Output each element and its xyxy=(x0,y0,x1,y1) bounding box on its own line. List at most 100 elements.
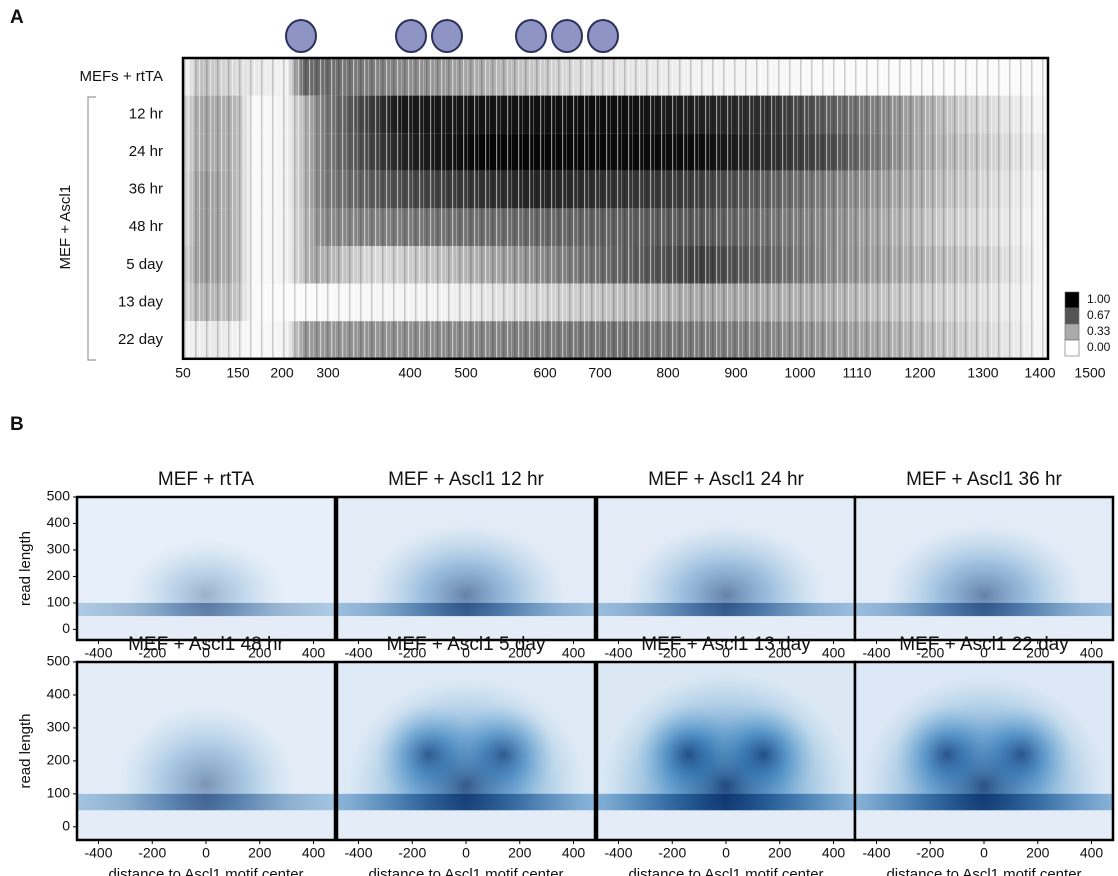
density-band xyxy=(337,602,595,617)
y-tick-label: 100 xyxy=(47,785,71,801)
x-tick-label: 1110 xyxy=(842,365,871,381)
subplot-title: MEF + Ascl1 24 hr xyxy=(648,469,804,490)
density-band xyxy=(855,602,1113,617)
colorbar-swatch xyxy=(1064,323,1080,341)
density-lobe xyxy=(712,704,816,805)
y-tick-label: 400 xyxy=(47,514,71,530)
x-tick-label: 200 xyxy=(768,645,792,661)
x-tick-label: 200 xyxy=(270,365,294,381)
x-tick-label: 0 xyxy=(462,845,470,861)
colorbar-swatch xyxy=(1064,291,1080,309)
y-tick-label: 100 xyxy=(47,594,71,610)
panel-label: A xyxy=(10,7,24,28)
x-tick-label: -400 xyxy=(344,845,372,861)
density-plot xyxy=(337,497,595,640)
x-tick-label: 50 xyxy=(175,365,191,381)
x-tick-label: 0 xyxy=(462,645,470,661)
x-tick-label: -200 xyxy=(916,845,944,861)
heatmap-frame xyxy=(181,56,1050,361)
x-tick-label: 400 xyxy=(1080,645,1104,661)
x-tick-label: -400 xyxy=(84,645,112,661)
density-plot xyxy=(597,662,855,840)
density-lobe xyxy=(970,704,1074,805)
density-floor xyxy=(597,810,855,840)
heatmap-texture xyxy=(183,58,1048,96)
x-tick-label: -200 xyxy=(398,645,426,661)
density-band xyxy=(337,793,595,811)
heatmap-texture xyxy=(183,133,1048,171)
y-tick-label: 0 xyxy=(62,620,70,636)
x-tick-label: 200 xyxy=(508,645,532,661)
x-tick-label: -200 xyxy=(398,845,426,861)
x-tick-label: -200 xyxy=(658,845,686,861)
x-tick-label: -400 xyxy=(344,645,372,661)
x-tick-label: 600 xyxy=(533,365,557,381)
subplot-title: MEF + Ascl1 48 hr xyxy=(128,634,284,655)
y-axis-label: read length xyxy=(17,713,34,788)
colorbar-label: 0.33 xyxy=(1087,324,1111,338)
row-label: 22 day xyxy=(118,331,164,348)
row-label: 48 hr xyxy=(129,218,163,235)
subplot-title: MEF + Ascl1 5 day xyxy=(387,634,546,655)
x-axis-label: distance to Ascl1 motif center xyxy=(368,866,563,876)
y-tick-label: 300 xyxy=(47,719,71,735)
density-plot xyxy=(77,497,335,640)
density-plot xyxy=(855,662,1113,840)
density-floor xyxy=(337,616,595,640)
density-band xyxy=(77,602,335,617)
x-tick-label: -400 xyxy=(84,845,112,861)
nucleosome-icons xyxy=(285,19,619,53)
subplot-title: MEF + Ascl1 12 hr xyxy=(388,469,544,490)
density-lobe xyxy=(636,704,740,805)
x-tick-label: 0 xyxy=(202,845,210,861)
x-tick-label: 300 xyxy=(316,365,340,381)
density-plot xyxy=(77,662,335,840)
heatmap-texture xyxy=(183,246,1048,284)
density-floor xyxy=(597,616,855,640)
row-label: 24 hr xyxy=(129,143,163,160)
x-tick-label: -200 xyxy=(916,645,944,661)
density-plot xyxy=(855,497,1113,640)
density-floor xyxy=(337,810,595,840)
x-tick-label: 400 xyxy=(1080,845,1104,861)
x-tick-label: 400 xyxy=(398,365,422,381)
colorbar-label: 0.67 xyxy=(1087,308,1111,322)
subplot-title: MEF + rtTA xyxy=(158,469,255,490)
x-tick-label: 800 xyxy=(656,365,680,381)
y-axis-label: read length xyxy=(17,531,34,606)
x-tick-label: 400 xyxy=(562,845,586,861)
x-tick-label: 200 xyxy=(1026,645,1050,661)
x-tick-label: -200 xyxy=(658,645,686,661)
x-tick-label: 200 xyxy=(248,845,272,861)
x-tick-label: 400 xyxy=(302,845,326,861)
row-label: 36 hr xyxy=(129,181,163,198)
density-band xyxy=(855,793,1113,811)
row-label: 5 day xyxy=(126,256,163,273)
x-axis-label: distance to Ascl1 motif center xyxy=(886,866,1081,876)
x-tick-label: 200 xyxy=(1026,845,1050,861)
subplot-title: MEF + Ascl1 36 hr xyxy=(906,469,1062,490)
x-tick-label: 150 xyxy=(226,365,250,381)
density-plot xyxy=(337,662,595,840)
x-tick-label: 0 xyxy=(722,845,730,861)
heatmap-texture xyxy=(183,283,1048,322)
x-tick-label: 0 xyxy=(980,645,988,661)
colorbar-swatch xyxy=(1064,339,1080,357)
density-band xyxy=(597,602,855,617)
y-tick-label: 500 xyxy=(47,488,71,504)
density-floor xyxy=(77,616,335,640)
density-lobe xyxy=(376,704,480,805)
colorbar-label: 1.00 xyxy=(1087,292,1111,306)
colorbar-swatch xyxy=(1064,307,1080,325)
x-tick-label: 200 xyxy=(768,845,792,861)
density-band xyxy=(77,793,335,811)
x-tick-label: -200 xyxy=(138,645,166,661)
x-tick-label: 400 xyxy=(822,645,846,661)
y-tick-label: 300 xyxy=(47,541,71,557)
group-bracket xyxy=(87,96,96,361)
x-tick-label: 1500 xyxy=(1074,365,1105,381)
x-tick-label: 400 xyxy=(302,645,326,661)
x-tick-label: -400 xyxy=(604,845,632,861)
x-axis-label: distance to Ascl1 motif center xyxy=(108,866,303,876)
